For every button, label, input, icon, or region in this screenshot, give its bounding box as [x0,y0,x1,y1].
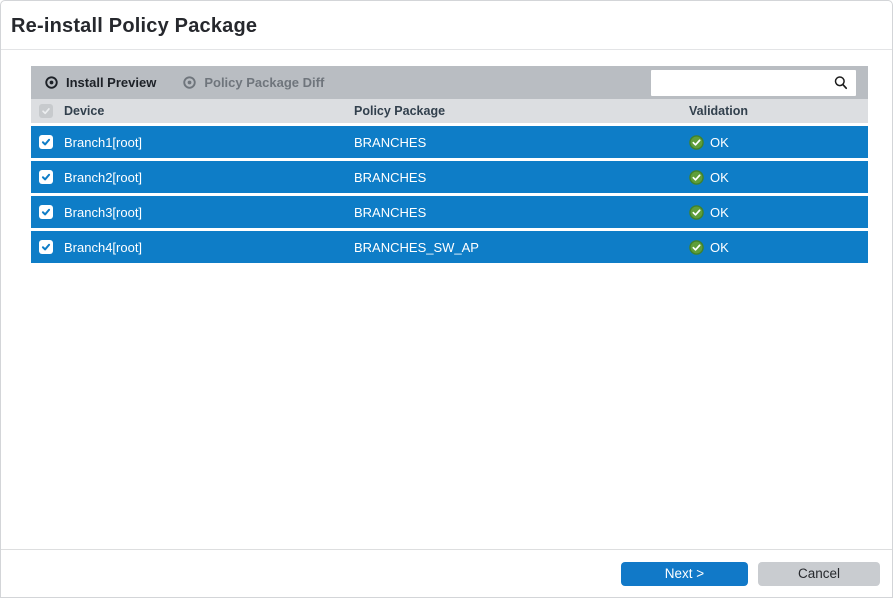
dialog-body: Install Preview Policy Package Diff [1,50,892,549]
table-row[interactable]: Branch1[root] BRANCHES OK [31,126,868,158]
column-header-policy-package[interactable]: Policy Package [354,104,446,118]
check-circle-icon [689,134,704,150]
row-checkbox[interactable] [39,205,53,219]
eye-icon [44,75,59,90]
row-checkbox[interactable] [39,170,53,184]
check-icon [41,138,51,146]
check-circle-icon [689,169,704,185]
dialog-footer: Next > Cancel [1,549,892,597]
check-circle-icon [689,204,704,220]
table-row[interactable]: Branch3[root] BRANCHES OK [31,196,868,228]
check-circle-icon [689,239,704,255]
policy-package-cell: BRANCHES [354,204,427,220]
column-header-device[interactable]: Device [64,104,105,118]
check-icon [42,108,50,115]
page-title: Re-install Policy Package [11,15,258,37]
row-checkbox[interactable] [39,240,53,254]
search-input[interactable] [660,75,833,90]
table-header-row: Device Policy Package Validation [31,99,868,123]
eye-icon [182,75,197,90]
policy-package-cell: BRANCHES [354,134,427,150]
check-icon [41,208,51,216]
device-cell: Branch3[root] [64,204,143,220]
validation-status: OK [710,134,729,150]
check-icon [41,243,51,251]
search-box [651,69,856,96]
device-cell: Branch4[root] [64,239,143,255]
policy-package-diff-label: Policy Package Diff [204,75,325,90]
device-cell: Branch2[root] [64,169,143,185]
magnifier-icon[interactable] [833,75,849,91]
cancel-button[interactable]: Cancel [758,561,880,586]
install-preview-label: Install Preview [66,75,157,90]
row-checkbox[interactable] [39,135,53,149]
validation-status: OK [710,204,729,220]
toolbar: Install Preview Policy Package Diff [31,66,868,99]
next-button[interactable]: Next > [621,561,748,586]
validation-status: OK [710,239,729,255]
validation-status: OK [710,169,729,185]
table-row[interactable]: Branch2[root] BRANCHES OK [31,161,868,193]
device-cell: Branch1[root] [64,134,143,150]
install-preview-button[interactable]: Install Preview [31,66,169,99]
policy-package-diff-button[interactable]: Policy Package Diff [169,66,337,99]
check-icon [41,173,51,181]
select-all-checkbox[interactable] [39,104,53,118]
column-header-validation[interactable]: Validation [689,104,749,118]
policy-package-cell: BRANCHES [354,169,427,185]
policy-package-cell: BRANCHES_SW_AP [354,239,479,255]
table-row[interactable]: Branch4[root] BRANCHES_SW_AP OK [31,231,868,263]
dialog-title-bar: Re-install Policy Package [1,1,892,50]
